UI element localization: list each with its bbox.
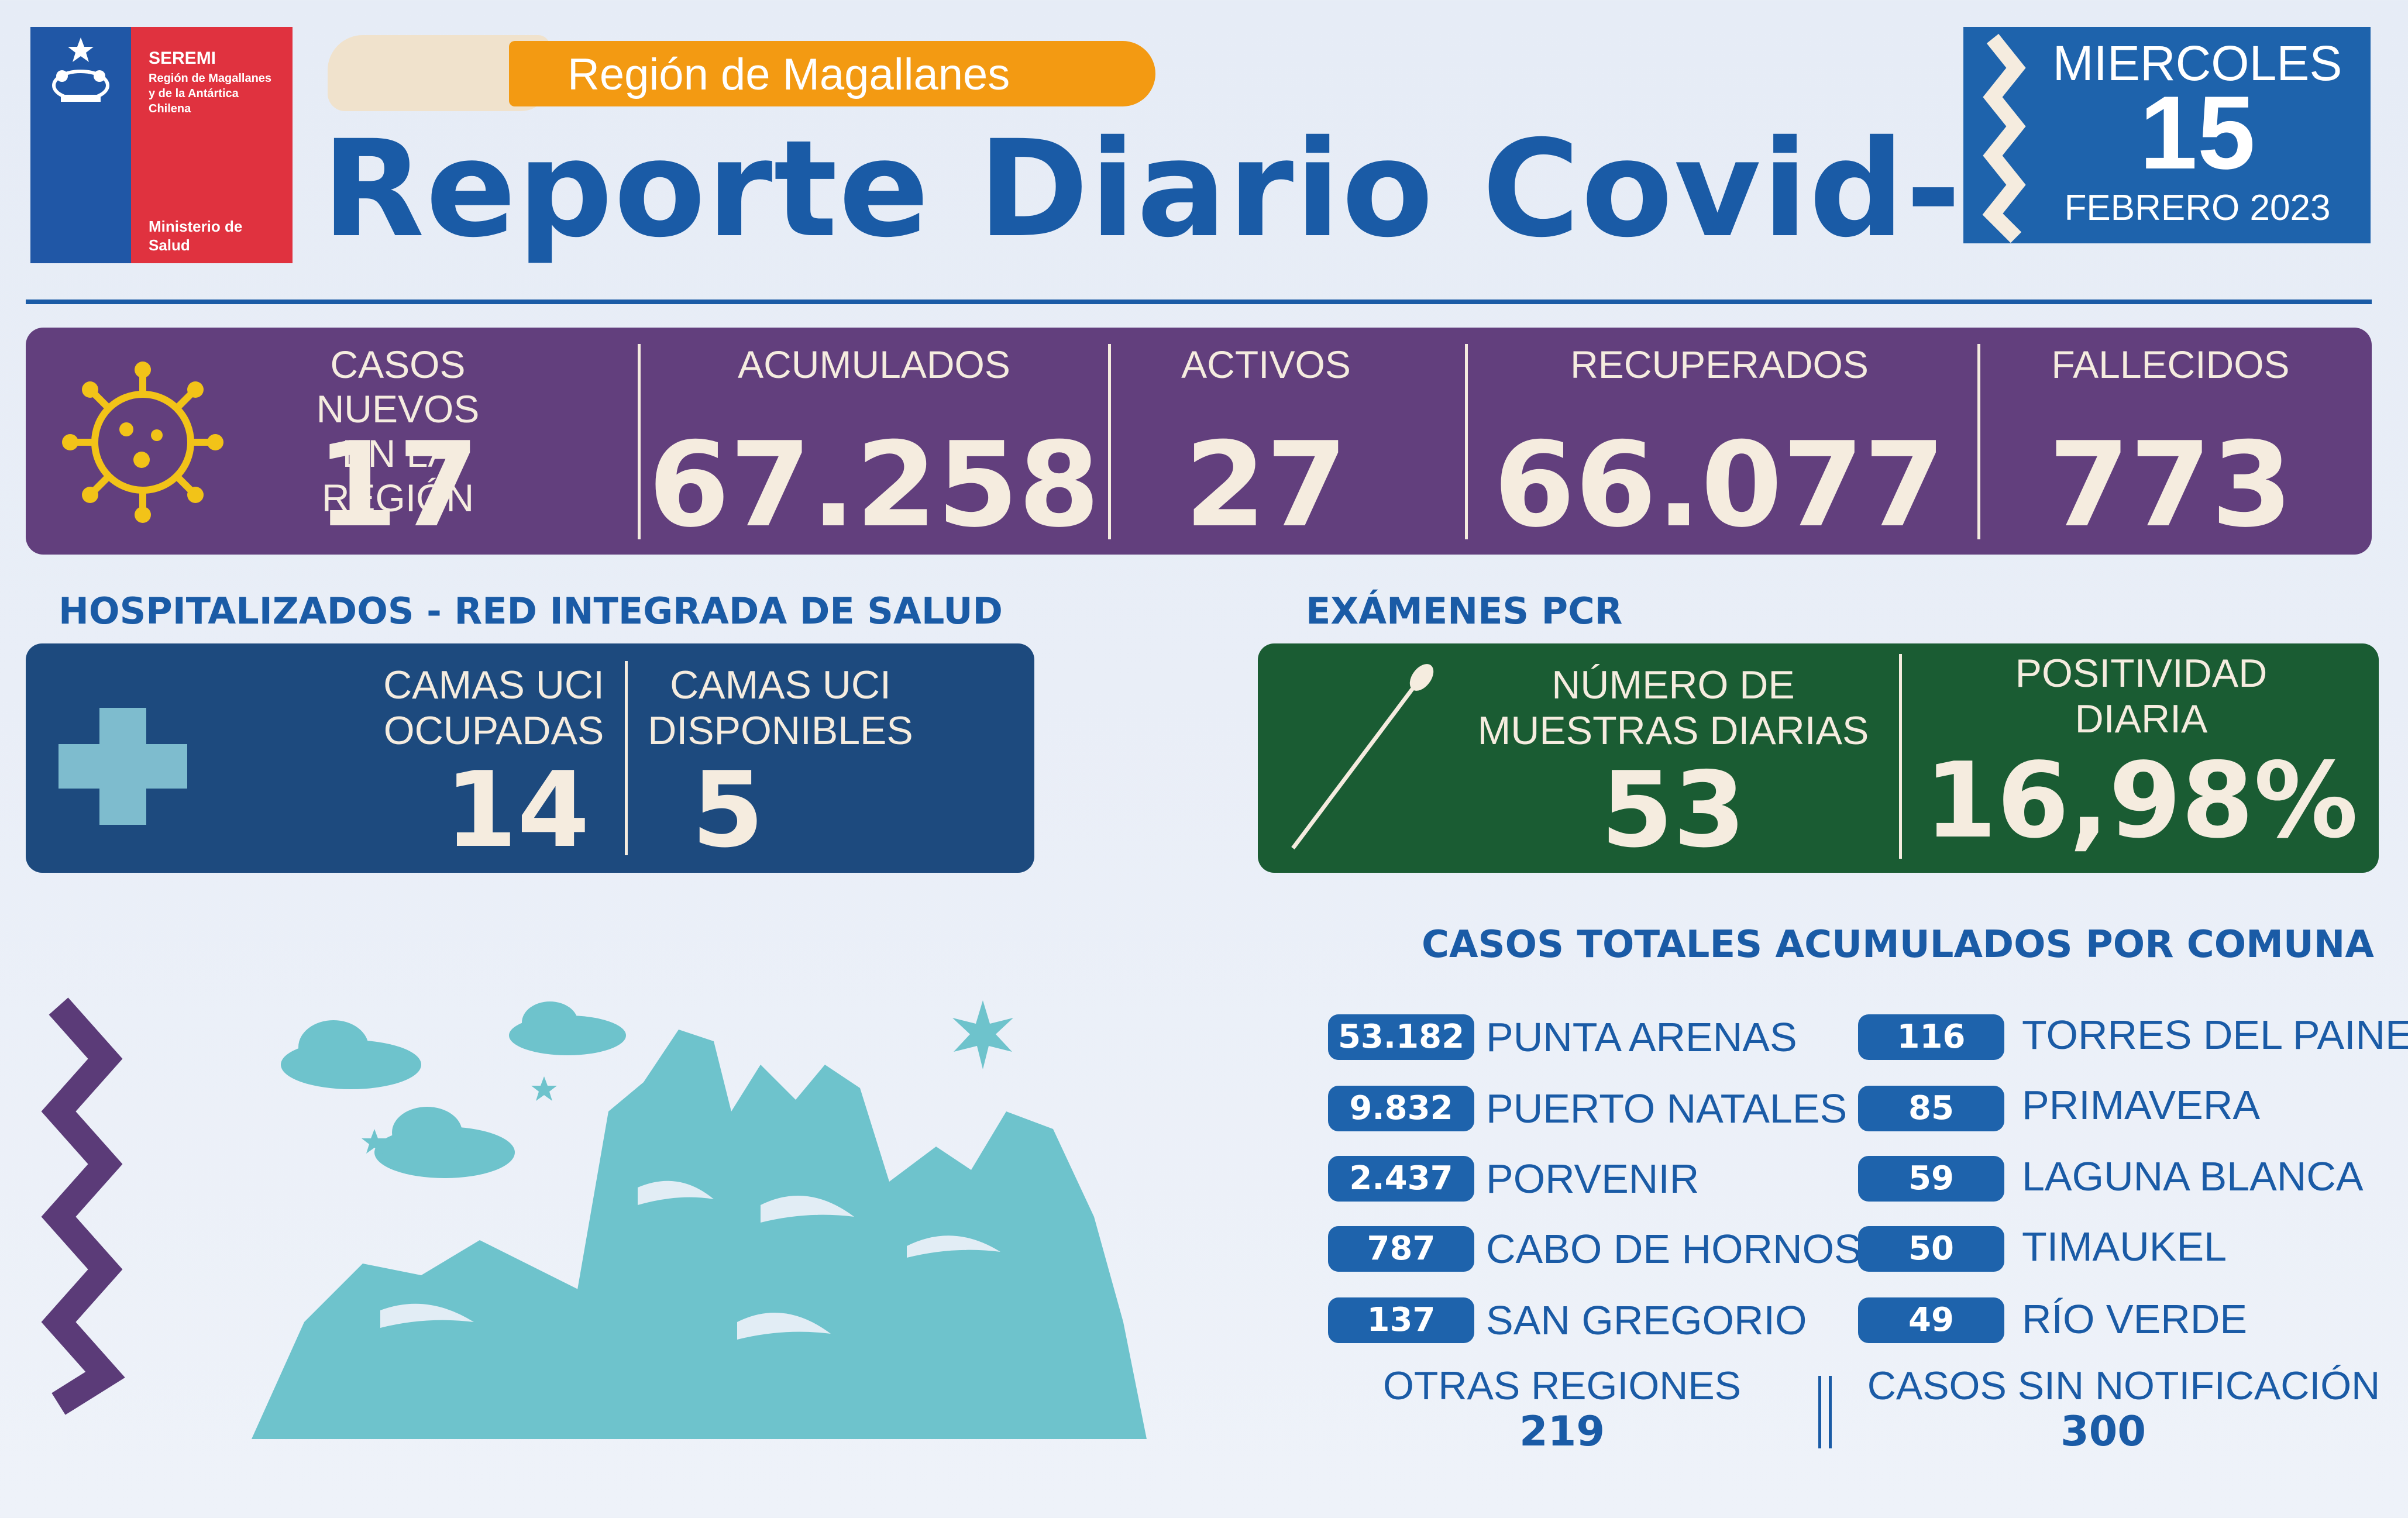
stats-banner: CASOS NUEVOS EN LA REGIÓN 17 ACUMULADOS … [26,328,2372,555]
comuna-value-badge: 116 [1858,1014,2004,1060]
comuna-value-badge: 787 [1328,1226,1474,1272]
icu-available-value: 5 [692,749,764,870]
stat-deceased-label: FALLECIDOS [2051,343,2290,386]
stat-active-value: 27 [1184,417,1348,553]
pcr-samples-label-2: MUESTRAS DIARIAS [1477,708,1869,753]
hospitalized-title: HOSPITALIZADOS - RED INTEGRADA DE SALUD [59,590,1003,632]
zigzag-decoration [1982,33,2026,243]
stat-divider [1465,344,1468,539]
comuna-name: PUNTA ARENAS [1486,1014,1797,1060]
comuna-value-badge: 53.182 [1328,1014,1474,1060]
stat-deceased-value: 773 [2048,417,2293,553]
comuna-value-badge: 49 [1858,1297,2004,1343]
comuna-name: TORRES DEL PAINE [2022,1012,2408,1058]
unnotified-cases-value: 300 [2060,1407,2146,1455]
stat-accumulated-value: 67.258 [648,417,1100,553]
date-month-year: FEBRERO 2023 [2064,188,2331,228]
comuna-name: CABO DE HORNOS [1486,1226,1862,1272]
comuna-value-badge: 85 [1858,1086,2004,1131]
date-day: 15 [2139,74,2255,191]
pcr-samples-value: 53 [1601,749,1746,870]
mountains-illustration [252,1000,1147,1439]
comuna-name: TIMAUKEL [2022,1224,2227,1269]
pcr-samples-label-1: NÚMERO DE [1552,663,1795,707]
icu-occupied-label: CAMAS UCI OCUPADAS [365,662,622,753]
unnotified-cases-label: CASOS SIN NOTIFICACIÓN [1867,1364,2381,1408]
icu-available-label-1: CAMAS UCI [670,663,891,707]
header-rule [26,300,2372,304]
comuna-name: LAGUNA BLANCA [2022,1154,2364,1199]
stat-new-cases-label: CASOS NUEVOS EN LA REGIÓN [287,343,509,521]
pcr-samples-label: NÚMERO DE MUESTRAS DIARIAS [1457,662,1890,753]
stat-divider [638,344,641,539]
virus-icon [62,362,223,523]
stat-new-cases-label-2: EN LA REGIÓN [321,431,474,519]
region-banner: Región de Magallanes [509,41,1155,106]
stat-accumulated-label: ACUMULADOS [738,343,1010,386]
box-divider [625,661,628,855]
icu-occupied-label-1: CAMAS UCI [383,663,604,707]
comuna-value-badge: 9.832 [1328,1086,1474,1131]
other-regions-label: OTRAS REGIONES [1382,1364,1742,1408]
stat-divider [1108,344,1111,539]
date-box: MIERCOLES 15 FEBRERO 2023 [1963,27,2371,243]
comuna-value-badge: 50 [1858,1226,2004,1272]
footer-divider [1829,1376,1832,1448]
stat-divider [1977,344,1980,539]
logo-region-3: Chilena [149,102,191,115]
stat-recovered-value: 66.077 [1494,417,1945,553]
comuna-name: PORVENIR [1486,1156,1700,1202]
logo-org: SEREMI [149,49,216,68]
icu-available-label: CAMAS UCI DISPONIBLES [634,662,927,753]
pcr-positivity-value: 16,98% [1924,740,2358,861]
footer-divider [1818,1376,1821,1448]
hospitalized-box: CAMAS UCI OCUPADAS 14 CAMAS UCI DISPONIB… [26,643,1034,873]
government-crest-icon [52,37,109,102]
pcr-box: NÚMERO DE MUESTRAS DIARIAS 53 POSITIVIDA… [1258,643,2379,873]
other-regions-value: 219 [1519,1407,1605,1455]
star-icon [952,1000,1013,1069]
icu-occupied-label-2: OCUPADAS [383,708,604,753]
comuna-value-badge: 137 [1328,1297,1474,1343]
stat-new-cases-value: 17 [316,417,480,553]
logo-region-1: Región de Magallanes [149,72,272,85]
comuna-name: SAN GREGORIO [1486,1297,1807,1343]
stat-active-label: ACTIVOS [1181,343,1351,386]
comuna-name: RÍO VERDE [2022,1296,2248,1342]
stat-recovered-label: RECUPERADOS [1570,343,1869,386]
seremi-logo: SEREMI Región de Magallanes y de la Antá… [30,27,293,263]
pcr-positivity-label: POSITIVIDAD DIARIA [1907,650,2375,742]
medical-cross-icon [59,708,187,825]
comuna-value-badge: 59 [1858,1156,2004,1202]
icu-occupied-value: 14 [445,749,590,870]
icu-available-label-2: DISPONIBLES [648,708,913,753]
logo-region-2: y de la Antártica [149,87,239,100]
comuna-name: PRIMAVERA [2022,1082,2261,1128]
comunas-title: CASOS TOTALES ACUMULADOS POR COMUNA [1422,923,2374,966]
comuna-name: PUERTO NATALES [1486,1086,1848,1131]
pcr-title: EXÁMENES PCR [1306,590,1623,632]
stat-new-cases-label-1: CASOS NUEVOS [316,343,480,431]
swab-icon [1291,664,1434,850]
comuna-value-badge: 2.437 [1328,1156,1474,1202]
pcr-positivity-label-1: POSITIVIDAD [2015,651,2268,696]
left-zigzag-decoration [41,997,125,1415]
box-divider [1899,654,1902,859]
page-title: Reporte Diario Covid-19 [322,111,2151,267]
date-weekday: MIERCOLES [2052,36,2342,91]
pcr-positivity-label-2: DIARIA [2075,697,2208,742]
logo-ministry-1: Ministerio de [149,218,243,235]
region-label: Región de Magallanes [567,50,1010,99]
logo-ministry-2: Salud [149,236,190,254]
